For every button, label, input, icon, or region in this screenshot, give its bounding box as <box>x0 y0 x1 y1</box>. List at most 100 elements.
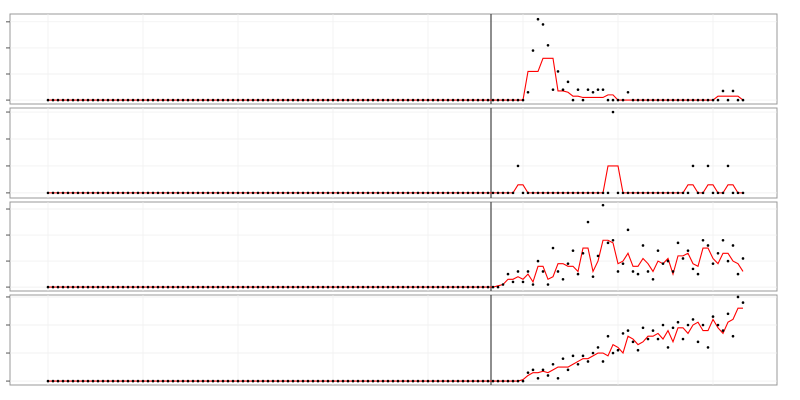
data-point <box>151 191 155 195</box>
data-point <box>701 238 705 242</box>
data-point <box>146 379 150 383</box>
data-point <box>151 379 155 383</box>
data-point <box>221 98 225 102</box>
data-point <box>501 283 505 286</box>
data-point <box>371 379 375 383</box>
data-point <box>86 285 90 289</box>
data-point <box>656 191 660 195</box>
data-point <box>491 191 495 195</box>
data-point <box>556 191 560 195</box>
data-point <box>681 191 685 195</box>
data-point <box>136 98 140 102</box>
data-point <box>256 285 260 289</box>
data-point <box>666 259 670 263</box>
data-point <box>481 379 485 383</box>
data-point <box>321 98 325 102</box>
data-point <box>451 98 455 102</box>
data-point <box>486 379 490 383</box>
data-point <box>726 98 730 102</box>
data-point <box>721 329 725 332</box>
data-point <box>666 191 670 195</box>
data-point <box>591 90 595 94</box>
data-point <box>581 98 585 102</box>
data-point <box>111 379 115 383</box>
data-point <box>61 98 65 102</box>
data-point <box>331 379 335 383</box>
data-point <box>706 98 710 102</box>
data-point <box>196 285 200 289</box>
data-point <box>271 191 275 195</box>
data-point <box>281 285 285 289</box>
data-point <box>366 379 370 383</box>
data-point <box>736 272 740 276</box>
data-point <box>341 285 345 289</box>
data-point <box>376 285 380 289</box>
data-point <box>201 285 205 289</box>
data-point <box>521 280 525 284</box>
data-point <box>666 346 670 349</box>
data-point <box>341 98 345 102</box>
data-point <box>211 98 215 102</box>
data-point <box>571 249 575 252</box>
data-point <box>411 191 415 195</box>
data-point <box>676 98 680 102</box>
data-point <box>116 285 120 289</box>
data-point <box>506 98 510 102</box>
data-point <box>166 191 170 195</box>
data-point <box>336 98 340 102</box>
data-point <box>216 98 220 102</box>
data-point <box>241 191 245 195</box>
data-point <box>406 285 410 289</box>
data-point <box>51 379 55 383</box>
data-point <box>566 262 570 265</box>
data-point <box>86 379 90 383</box>
data-point <box>571 354 575 358</box>
data-point <box>731 191 735 195</box>
data-point <box>536 17 540 21</box>
data-point <box>51 98 55 102</box>
data-point <box>196 191 200 195</box>
data-point <box>481 191 485 195</box>
data-point <box>81 379 85 383</box>
data-point <box>526 270 530 273</box>
data-point <box>241 379 245 383</box>
data-point <box>426 285 430 289</box>
data-point <box>496 379 500 383</box>
data-point <box>231 285 235 289</box>
data-point <box>166 379 170 383</box>
data-point <box>441 191 445 195</box>
data-point <box>76 98 80 102</box>
data-point <box>546 191 550 195</box>
data-point <box>436 98 440 102</box>
data-point <box>436 285 440 289</box>
data-point <box>466 98 470 102</box>
data-point <box>111 285 115 289</box>
data-point <box>631 98 635 102</box>
data-point <box>431 98 435 102</box>
data-point <box>186 285 190 289</box>
data-point <box>236 379 240 383</box>
data-point <box>181 379 185 383</box>
data-point <box>256 98 260 102</box>
data-point <box>501 191 505 195</box>
data-point <box>511 379 515 383</box>
data-point <box>171 285 175 289</box>
data-point <box>246 191 250 195</box>
data-point <box>621 191 625 195</box>
data-point <box>716 98 720 102</box>
data-point <box>556 70 560 73</box>
data-point <box>611 238 615 242</box>
data-point <box>106 98 110 102</box>
data-point <box>441 379 445 383</box>
data-point <box>51 191 55 195</box>
data-point <box>106 285 110 289</box>
data-point <box>496 98 500 102</box>
data-point <box>261 379 265 383</box>
data-point <box>741 257 745 260</box>
data-point <box>61 285 65 289</box>
data-point <box>376 191 380 195</box>
data-point <box>366 191 370 195</box>
data-point <box>106 191 110 195</box>
data-point <box>501 98 505 102</box>
data-point <box>186 379 190 383</box>
